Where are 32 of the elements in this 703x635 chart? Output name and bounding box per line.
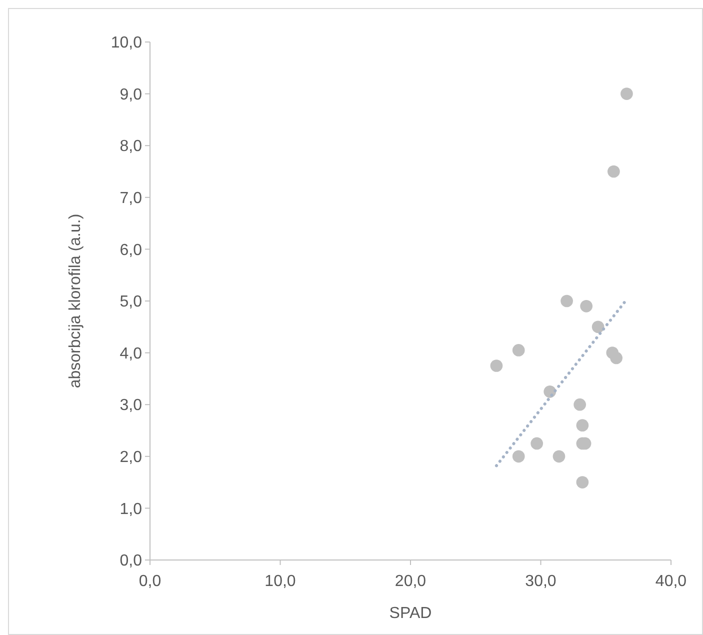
y-tick-label: 7,0: [120, 190, 142, 207]
point: [560, 294, 573, 308]
point: [608, 165, 620, 178]
point: [512, 344, 525, 356]
point: [576, 419, 589, 432]
point: [530, 437, 544, 450]
x-tick-label: 30,0: [525, 573, 556, 590]
point: [512, 450, 525, 463]
x-axis-title: SPAD: [389, 605, 432, 622]
point: [576, 476, 589, 488]
point: [490, 360, 503, 372]
y-tick-label: 9,0: [120, 86, 142, 104]
y-tick-label: 8,0: [120, 138, 142, 156]
y-tick-label: 10,0: [110, 34, 142, 52]
y-tick-label: 6,0: [120, 242, 142, 259]
point: [610, 352, 622, 364]
point: [574, 398, 586, 411]
y-tick-label: 5,0: [120, 294, 142, 311]
point: [552, 450, 566, 463]
point: [580, 300, 593, 312]
x-tick-label: 20,0: [394, 573, 426, 590]
y-tick-label: 0,0: [120, 552, 142, 570]
point: [592, 320, 604, 334]
x-tick-label: 0,0: [138, 573, 162, 590]
y-tick-label: 2,0: [120, 449, 142, 466]
point: [620, 88, 633, 100]
y-axis-title: absorbcija klorofila (a.u.): [67, 214, 84, 388]
x-tick-label: 40,0: [655, 573, 687, 590]
y-tick-label: 3,0: [120, 397, 142, 414]
y-tick-label: 1,0: [120, 500, 142, 518]
x-tick-label: 10,0: [264, 573, 296, 590]
y-tick-label: 4,0: [120, 345, 142, 362]
